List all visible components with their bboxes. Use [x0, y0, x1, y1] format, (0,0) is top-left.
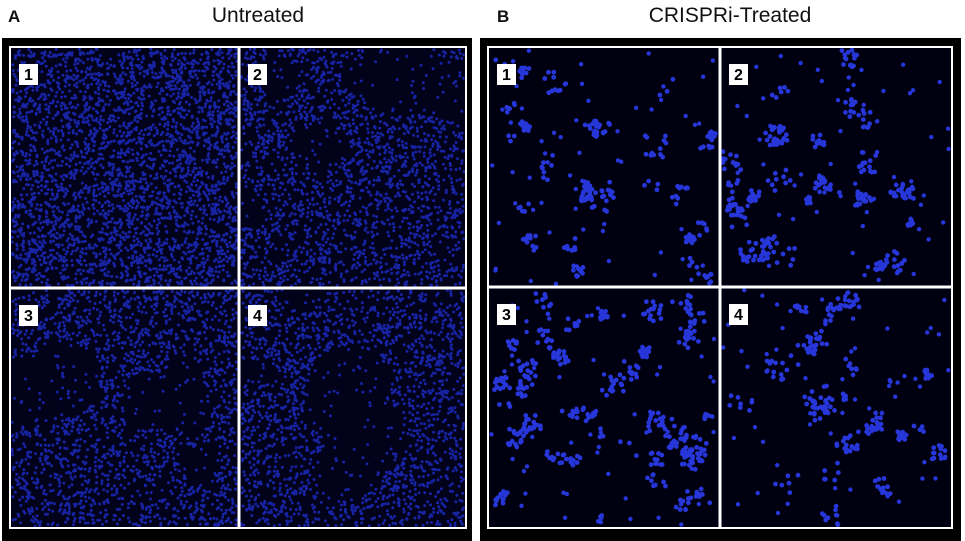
- image-number: 3: [24, 308, 33, 325]
- cells: [489, 291, 717, 527]
- micrograph: [239, 288, 466, 528]
- cells: [10, 47, 239, 288]
- cells: [721, 288, 951, 528]
- image-label-box: [497, 304, 516, 325]
- image-label-box: [248, 305, 267, 326]
- image-label-box: [19, 64, 38, 85]
- micrograph: [488, 47, 720, 287]
- panel-letter: A: [8, 7, 20, 26]
- image-number: 2: [253, 67, 262, 84]
- image-number: 1: [24, 67, 33, 84]
- image-label-box: [729, 64, 748, 85]
- image-number: 4: [734, 307, 743, 324]
- panel-title: Untreated: [212, 4, 304, 27]
- panel-title: CRISPRi-Treated: [649, 4, 812, 27]
- image-label-box: [729, 304, 748, 325]
- image-number: 4: [253, 308, 262, 325]
- image-label-box: [497, 64, 516, 85]
- micrograph: [720, 287, 952, 528]
- cells: [239, 47, 466, 288]
- panel-letter: B: [497, 7, 509, 26]
- image-label-box: [19, 305, 38, 326]
- micrograph: [239, 47, 466, 288]
- cells: [10, 288, 239, 528]
- image-number: 2: [734, 67, 743, 84]
- image-number: 3: [502, 307, 511, 324]
- micrograph: [720, 47, 952, 287]
- cells: [239, 288, 466, 528]
- image-label-box: [248, 64, 267, 85]
- cells: [720, 47, 951, 283]
- image-number: 1: [502, 67, 511, 84]
